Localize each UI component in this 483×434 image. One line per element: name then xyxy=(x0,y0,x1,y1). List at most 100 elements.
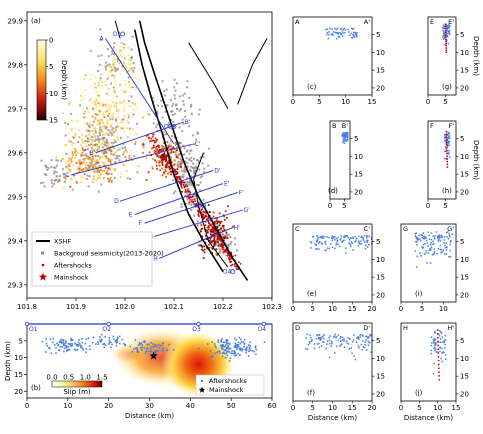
aftershock xyxy=(362,340,364,342)
background-event xyxy=(108,63,111,66)
aftershock xyxy=(54,344,56,346)
aftershock xyxy=(124,344,127,346)
aftershock xyxy=(228,254,230,257)
panel-frame xyxy=(329,120,351,200)
aftershock xyxy=(448,144,451,146)
aftershock xyxy=(49,347,51,350)
background-event xyxy=(188,180,191,183)
aftershock xyxy=(440,234,443,237)
legend-background-swatch xyxy=(41,251,44,255)
seismic-event xyxy=(206,226,209,229)
aftershock xyxy=(337,35,340,38)
seismic-event xyxy=(175,151,178,153)
background-event xyxy=(114,118,117,121)
aftershock xyxy=(351,36,353,39)
background-event xyxy=(115,126,118,129)
aftershock xyxy=(441,251,443,253)
aftershock xyxy=(80,346,82,349)
seismic-event xyxy=(167,145,170,148)
seismic-event xyxy=(169,154,172,157)
aftershock xyxy=(227,347,230,349)
aftershock xyxy=(352,31,355,34)
seismic-event xyxy=(79,151,82,154)
background-event xyxy=(100,183,103,186)
seismic-event xyxy=(101,142,104,145)
profile-line xyxy=(134,183,224,215)
seismic-event xyxy=(75,180,78,183)
panel-label: (f) xyxy=(307,389,315,397)
seismic-event xyxy=(81,140,84,143)
background-event xyxy=(173,112,176,115)
aftershock xyxy=(180,182,183,184)
aftershock xyxy=(445,24,447,26)
aftershock xyxy=(148,343,150,346)
aftershock xyxy=(330,237,333,240)
aftershock xyxy=(142,340,145,343)
seismic-event xyxy=(89,138,92,140)
profile-end-label: B' xyxy=(342,122,348,130)
seismic-event xyxy=(108,105,111,108)
aftershock xyxy=(442,36,444,38)
background-event xyxy=(172,164,175,167)
seismic-event xyxy=(102,150,105,152)
background-event xyxy=(190,183,193,186)
seismic-event xyxy=(179,165,182,168)
aftershock xyxy=(332,236,335,238)
seismic-event xyxy=(103,161,106,164)
background-event xyxy=(45,173,48,176)
background-event xyxy=(182,173,185,176)
y-tick-label: 20 xyxy=(376,291,385,299)
aftershock-red xyxy=(444,25,447,28)
seismic-event xyxy=(99,173,102,176)
seismic-event xyxy=(160,156,162,159)
seismic-event xyxy=(94,154,97,157)
seismic-event xyxy=(85,161,88,164)
seismic-event xyxy=(175,155,178,157)
aftershock xyxy=(224,248,226,251)
aftershock xyxy=(187,190,190,193)
aftershock xyxy=(178,181,181,184)
background-event xyxy=(85,177,88,180)
seismic-event xyxy=(71,188,74,191)
seismic-event xyxy=(156,154,159,156)
aftershock xyxy=(423,237,425,240)
aftershock xyxy=(224,345,226,348)
aftershock xyxy=(440,338,442,340)
background-event xyxy=(181,130,184,133)
aftershock xyxy=(160,149,163,151)
seismic-event xyxy=(224,210,227,213)
aftershock xyxy=(444,43,446,46)
seismic-event xyxy=(55,156,58,159)
aftershock xyxy=(442,24,445,26)
seismic-event xyxy=(132,115,134,118)
seismic-event xyxy=(113,134,116,137)
profile-start-label: H xyxy=(403,324,408,332)
aftershock xyxy=(361,335,364,337)
seismic-event xyxy=(115,84,117,87)
aftershock xyxy=(436,252,438,255)
aftershock xyxy=(319,339,322,341)
seismic-event xyxy=(203,248,206,251)
aftershock xyxy=(439,240,442,242)
background-event xyxy=(184,209,187,212)
seismic-event xyxy=(76,150,79,153)
seismic-event xyxy=(94,150,97,153)
aftershock xyxy=(348,239,351,241)
background-event xyxy=(55,178,58,181)
background-event xyxy=(127,116,130,119)
aftershock xyxy=(446,28,449,30)
aftershock xyxy=(322,235,324,237)
background-event xyxy=(184,170,187,173)
aftershock xyxy=(342,240,344,242)
aftershock xyxy=(328,247,331,250)
aftershock xyxy=(144,352,147,355)
aftershock xyxy=(65,341,67,344)
aftershock xyxy=(443,37,446,39)
aftershock xyxy=(334,352,336,354)
seismic-event xyxy=(112,115,114,117)
aftershock xyxy=(448,135,451,137)
seismic-event xyxy=(217,241,220,244)
aftershock xyxy=(345,133,348,135)
aftershock xyxy=(219,239,222,242)
profile-start-label: F xyxy=(139,220,143,227)
